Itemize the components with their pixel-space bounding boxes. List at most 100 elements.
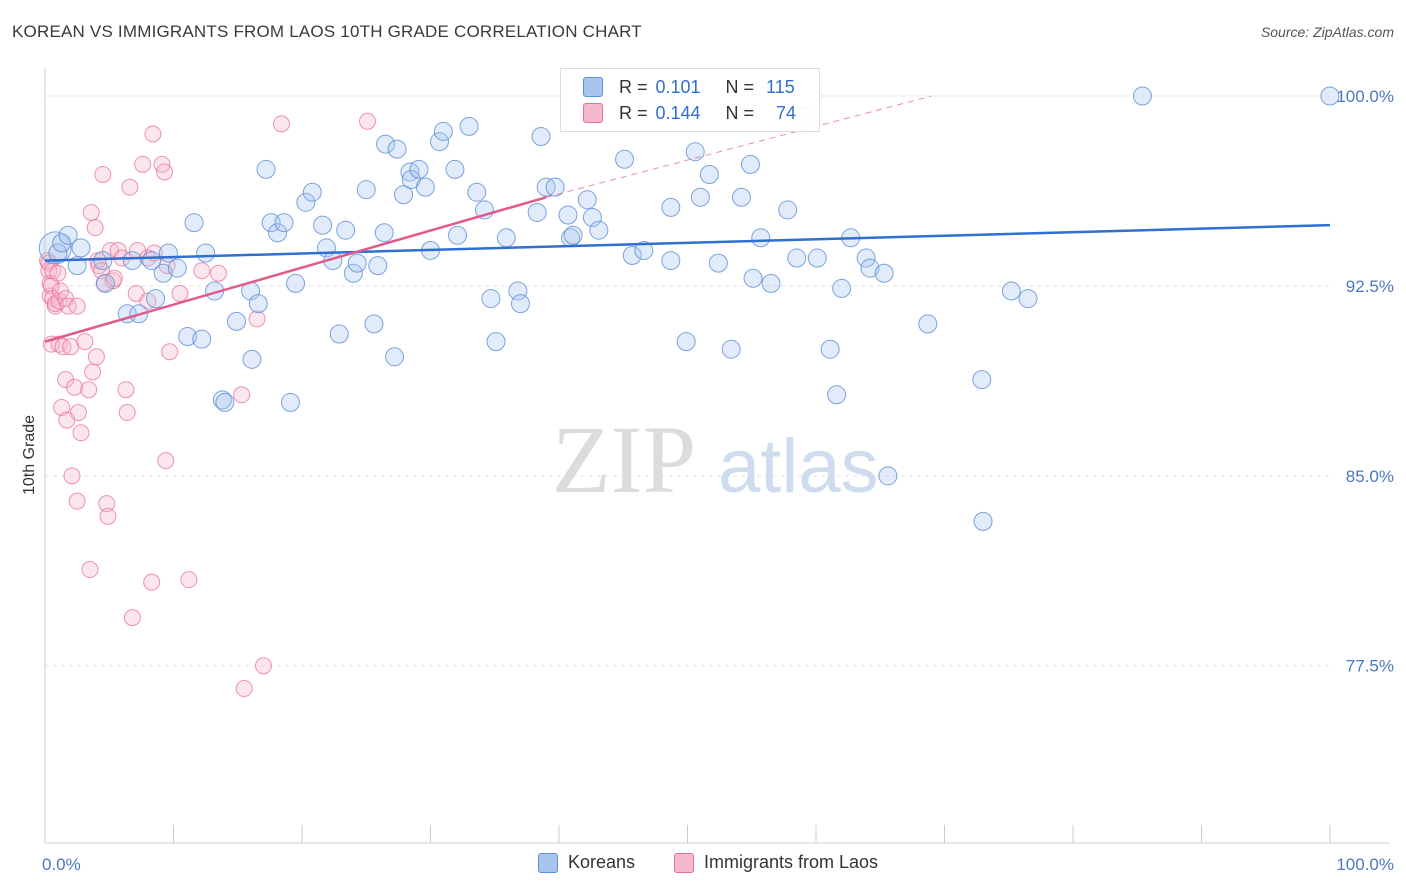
point-koreans xyxy=(577,190,597,210)
point-laos xyxy=(359,112,377,130)
point-koreans xyxy=(740,154,760,174)
point-koreans xyxy=(226,311,246,331)
point-koreans xyxy=(510,294,530,314)
legend-swatch-laos xyxy=(583,103,603,123)
legend-swatch-koreans xyxy=(583,77,603,97)
point-laos xyxy=(87,348,105,366)
point-laos xyxy=(193,262,211,280)
point-koreans xyxy=(364,314,384,334)
point-laos xyxy=(94,165,112,183)
x-tick-label: 100.0% xyxy=(1336,855,1394,874)
point-koreans xyxy=(527,202,547,222)
point-koreans xyxy=(122,251,142,271)
point-koreans xyxy=(459,116,479,136)
point-koreans xyxy=(685,142,705,162)
legend-r-label: R = xyxy=(619,102,648,123)
point-laos xyxy=(118,404,136,422)
point-koreans xyxy=(415,177,435,197)
tick-labels: 77.5% 85.0% 92.5% 100.0% 0.0% 100.0% 10th Grad… xyxy=(21,87,1394,874)
point-koreans xyxy=(153,263,173,283)
point-koreans xyxy=(1001,281,1021,301)
point-koreans xyxy=(615,149,635,169)
point-laos xyxy=(123,609,141,627)
point-koreans xyxy=(302,182,322,202)
point-laos xyxy=(59,297,77,315)
point-koreans xyxy=(972,370,992,390)
point-laos xyxy=(144,125,162,143)
legend-label-laos: Immigrants from Laos xyxy=(704,852,879,872)
point-koreans xyxy=(67,256,87,276)
point-koreans xyxy=(58,225,78,245)
point-koreans xyxy=(582,208,602,228)
point-koreans xyxy=(368,256,388,276)
point-koreans xyxy=(731,187,751,207)
point-koreans xyxy=(433,121,453,141)
point-koreans xyxy=(690,187,710,207)
point-koreans xyxy=(329,324,349,344)
legend-swatch-koreans xyxy=(538,852,558,873)
point-koreans xyxy=(394,185,414,205)
point-koreans xyxy=(215,392,235,412)
point-laos xyxy=(66,378,84,396)
point-koreans xyxy=(242,349,262,369)
legend-n-label: N = xyxy=(725,76,755,97)
watermark: ZIP atlas xyxy=(552,406,879,513)
point-koreans xyxy=(467,182,487,202)
point-koreans xyxy=(95,273,115,293)
point-koreans xyxy=(286,273,306,293)
chart-source: Source: ZipAtlas.com xyxy=(1260,24,1394,40)
series-laos-points xyxy=(39,112,377,698)
point-koreans xyxy=(409,159,429,179)
point-koreans xyxy=(146,289,166,309)
point-koreans xyxy=(496,228,516,248)
point-koreans xyxy=(832,278,852,298)
point-koreans xyxy=(184,213,204,233)
point-laos xyxy=(143,573,161,591)
point-koreans xyxy=(248,294,268,314)
point-koreans xyxy=(268,223,288,243)
point-koreans xyxy=(336,220,356,240)
legend-r-value: 0.101 xyxy=(655,76,701,97)
point-laos xyxy=(69,404,87,422)
trend-lines xyxy=(44,95,1331,343)
point-koreans xyxy=(778,200,798,220)
point-laos xyxy=(84,363,102,381)
point-koreans xyxy=(531,127,551,146)
point-koreans xyxy=(721,339,741,359)
grid-lines xyxy=(45,95,1330,667)
point-koreans xyxy=(48,243,68,263)
legend-item-koreans[interactable]: Koreans xyxy=(538,852,635,873)
point-laos xyxy=(62,338,80,356)
point-koreans xyxy=(661,197,681,217)
point-koreans xyxy=(192,329,212,349)
point-koreans xyxy=(429,132,449,152)
point-koreans xyxy=(486,332,506,352)
point-koreans xyxy=(212,390,232,410)
point-koreans xyxy=(385,347,405,367)
point-koreans xyxy=(699,164,719,184)
legend-item-laos[interactable]: Immigrants from Laos xyxy=(674,852,878,873)
point-laos xyxy=(161,343,179,361)
legend-n-label: N = xyxy=(725,102,755,123)
y-tick-label: 85.0% xyxy=(1346,467,1394,486)
point-koreans xyxy=(973,511,993,531)
point-koreans xyxy=(481,289,501,309)
point-laos xyxy=(235,680,253,698)
correlation-legend: R = 0.101 N = 115 R = 0.144 N = 74 xyxy=(560,68,820,132)
point-koreans xyxy=(558,205,578,225)
point-koreans xyxy=(743,268,763,288)
point-koreans xyxy=(376,134,396,154)
point-koreans xyxy=(356,180,376,200)
point-koreans xyxy=(820,339,840,359)
legend-label-koreans: Koreans xyxy=(568,852,636,872)
point-laos xyxy=(53,398,71,416)
point-koreans xyxy=(178,327,198,347)
point-koreans xyxy=(827,385,847,405)
series-legend: Koreans Immigrants from Laos xyxy=(0,852,1406,876)
legend-r-value: 0.144 xyxy=(655,102,701,123)
point-koreans xyxy=(878,466,898,486)
point-laos xyxy=(99,507,117,525)
point-koreans xyxy=(508,281,528,301)
point-koreans xyxy=(874,263,894,283)
point-laos xyxy=(180,571,198,589)
